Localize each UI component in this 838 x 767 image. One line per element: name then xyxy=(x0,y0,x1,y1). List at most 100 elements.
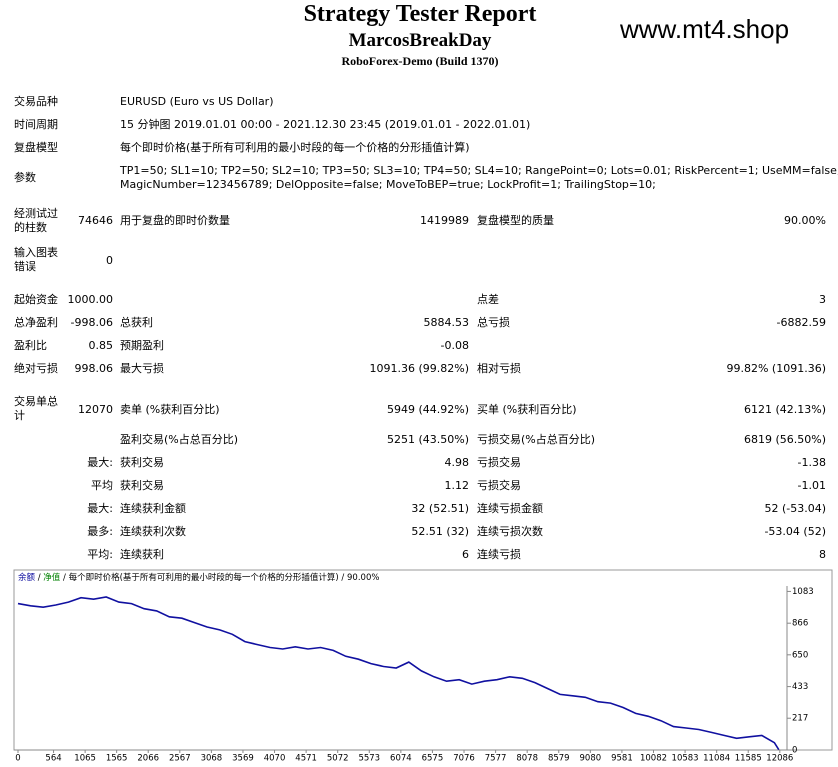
x-tick-label: 8579 xyxy=(548,754,570,764)
chart-frame xyxy=(13,569,833,751)
label: 时间周期 xyxy=(14,118,58,131)
value: 5884.53 xyxy=(423,316,470,329)
value: -998.06 xyxy=(70,316,113,329)
value: 1091.36 (99.82%) xyxy=(369,362,469,375)
value: 32 (52.51) xyxy=(411,502,469,515)
value: 1000.00 xyxy=(67,293,114,306)
label: 平均 xyxy=(91,479,113,492)
label: 最多: xyxy=(87,525,113,538)
value: 0.85 xyxy=(88,339,114,352)
label: 输入图表错误 xyxy=(14,246,58,273)
value: EURUSD (Euro vs US Dollar) xyxy=(120,95,274,108)
label: 亏损交易(%占总百分比) xyxy=(477,433,596,446)
legend-model: 每个即时价格(基于所有可利用的最小时段的每一个价格的分形插值计算) xyxy=(68,573,339,583)
value: -1.01 xyxy=(797,479,826,492)
label: 卖单 (%获利百分比) xyxy=(120,403,220,416)
x-tick-label: 9080 xyxy=(580,754,602,764)
value: 5949 (44.92%) xyxy=(386,403,469,416)
report-title: Strategy Tester Report xyxy=(303,1,537,27)
x-tick-label: 3068 xyxy=(201,754,223,764)
value: 1.12 xyxy=(444,479,470,492)
label: 预期盈利 xyxy=(120,339,164,352)
x-tick-label: 5072 xyxy=(327,754,349,764)
label: 获利交易 xyxy=(120,479,164,492)
label: 总净盈利 xyxy=(14,316,58,329)
label: 起始资金 xyxy=(14,293,58,306)
x-tick-label: 12086 xyxy=(766,754,793,764)
value: 4.98 xyxy=(444,456,470,469)
value: 998.06 xyxy=(74,362,114,375)
x-tick-label: 9581 xyxy=(611,754,633,764)
label: 亏损交易 xyxy=(477,456,521,469)
label: 亏损交易 xyxy=(477,479,521,492)
report-subtitle: MarcosBreakDay xyxy=(348,30,492,51)
value: -53.04 (52) xyxy=(764,525,826,538)
y-tick-label: 0 xyxy=(792,746,797,756)
chart-legend: 余额 / 净值 / 每个即时价格(基于所有可利用的最小时段的每一个价格的分形插值… xyxy=(18,573,380,583)
label: 经测试过的柱数 xyxy=(14,207,58,234)
label: 参数 xyxy=(14,171,36,184)
x-tick-label: 0 xyxy=(15,754,20,764)
label: 最大: xyxy=(87,456,113,469)
x-tick-label: 6575 xyxy=(422,754,444,764)
y-tick-label: 866 xyxy=(792,619,808,629)
label: 连续亏损 xyxy=(477,548,521,561)
value: 74646 xyxy=(78,214,113,227)
x-tick-label: 5573 xyxy=(358,754,380,764)
y-tick-label: 217 xyxy=(792,714,808,724)
x-tick-label: 564 xyxy=(45,754,61,764)
label: 总获利 xyxy=(120,316,153,329)
x-tick-label: 1065 xyxy=(74,754,96,764)
value: 12070 xyxy=(78,403,113,416)
label: 复盘模型 xyxy=(14,141,58,154)
x-tick-label: 2066 xyxy=(137,754,159,764)
value: 52 (-53.04) xyxy=(764,502,826,515)
label: 用于复盘的即时价数量 xyxy=(120,214,230,227)
value: 99.82% (1091.36) xyxy=(726,362,826,375)
value: 15 分钟图 2019.01.01 00:00 - 2021.12.30 23:… xyxy=(120,118,531,131)
label: 相对亏损 xyxy=(477,362,521,375)
label: 点差 xyxy=(477,293,499,306)
label: 连续获利金额 xyxy=(120,502,186,515)
label: 交易品种 xyxy=(14,95,58,108)
x-tick-label: 4070 xyxy=(264,754,286,764)
value: 6 xyxy=(462,548,469,561)
x-tick-label: 4571 xyxy=(295,754,317,764)
label: 绝对亏损 xyxy=(14,362,58,375)
value: 90.00% xyxy=(784,214,826,227)
y-tick-label: 650 xyxy=(792,650,808,660)
value: 每个即时价格(基于所有可利用的最小时段的每一个价格的分形插值计算) xyxy=(120,141,470,154)
balance-line xyxy=(17,596,780,751)
y-tick-label: 1083 xyxy=(792,587,814,597)
value: MagicNumber=123456789; DelOpposite=false… xyxy=(120,178,656,191)
value: 0 xyxy=(106,254,113,267)
x-tick-label: 8078 xyxy=(516,754,538,764)
value: TP1=50; SL1=10; TP2=50; SL2=10; TP3=50; … xyxy=(120,164,838,177)
label: 总亏损 xyxy=(477,316,510,329)
value: 8 xyxy=(819,548,826,561)
x-tick-label: 7577 xyxy=(485,754,507,764)
x-tick-label: 3569 xyxy=(232,754,254,764)
label: 最大亏损 xyxy=(120,362,164,375)
label: 连续获利次数 xyxy=(120,525,186,538)
label: 平均: xyxy=(87,548,113,561)
value: 52.51 (32) xyxy=(411,525,469,538)
x-tick-label: 7076 xyxy=(453,754,475,764)
y-tick-label: 433 xyxy=(792,682,808,692)
value: 6819 (56.50%) xyxy=(743,433,826,446)
label: 连续亏损金额 xyxy=(477,502,543,515)
value: -6882.59 xyxy=(776,316,826,329)
label: 盈利比 xyxy=(14,339,47,352)
x-tick-label: 6074 xyxy=(390,754,412,764)
value: 3 xyxy=(819,293,826,306)
label: 最大: xyxy=(87,502,113,515)
x-tick-label: 10583 xyxy=(672,754,699,764)
x-tick-label: 11585 xyxy=(735,754,762,764)
legend-balance: 余额 xyxy=(18,573,36,583)
label: 交易单总计 xyxy=(14,395,58,422)
broker: RoboForex-Demo (Build 1370) xyxy=(341,54,499,68)
value: 6121 (42.13%) xyxy=(743,403,826,416)
label: 连续亏损次数 xyxy=(477,525,543,538)
